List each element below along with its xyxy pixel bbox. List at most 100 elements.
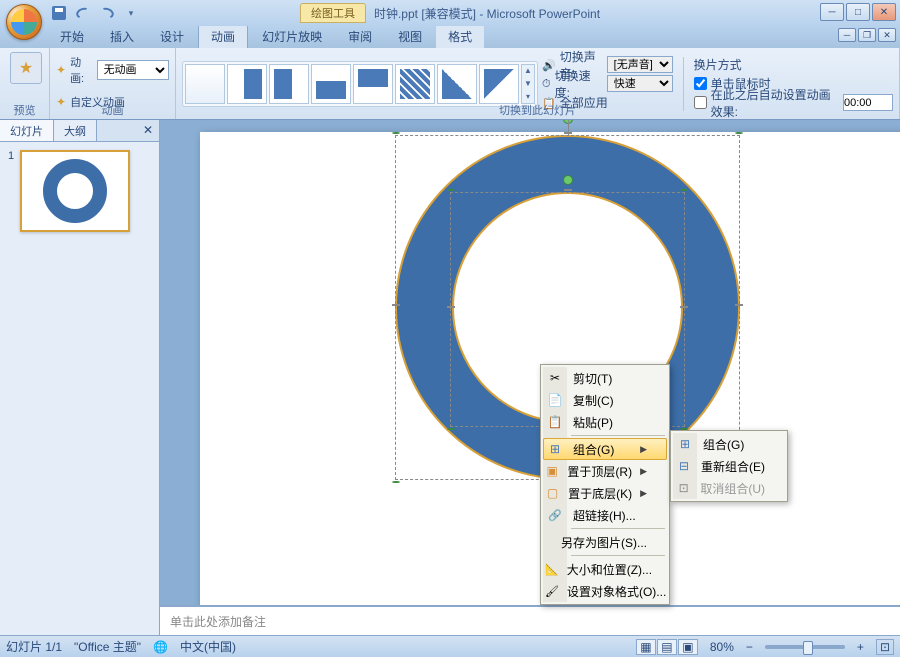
tab-insert[interactable]: 插入: [98, 25, 146, 48]
ctx-copy[interactable]: 复制(C): [543, 389, 667, 411]
resize-handle[interactable]: [735, 132, 743, 134]
resize-handle[interactable]: [564, 189, 572, 191]
advance-click-check[interactable]: [694, 75, 707, 92]
ctx-bring-front[interactable]: 置于顶层(R)▶: [543, 460, 667, 482]
close-button[interactable]: ✕: [872, 3, 896, 21]
submenu-group[interactable]: 组合(G): [673, 433, 785, 455]
copy-icon: [545, 390, 565, 410]
resize-handle[interactable]: [680, 189, 688, 191]
view-sorter[interactable]: ▤: [657, 639, 677, 655]
main-area: 幻灯片 大纲 ✕ 1: [0, 120, 900, 635]
preview-button[interactable]: ★: [6, 50, 46, 86]
resize-handle[interactable]: [735, 304, 743, 306]
maximize-button[interactable]: □: [846, 3, 870, 21]
ctx-group[interactable]: 组合(G)▶: [543, 438, 667, 460]
tab-outline[interactable]: 大纲: [54, 120, 97, 141]
blank-icon: [545, 532, 553, 552]
trans-item[interactable]: [437, 64, 477, 104]
tab-review[interactable]: 审阅: [336, 25, 384, 48]
zoom-in[interactable]: +: [857, 640, 864, 654]
resize-handle[interactable]: [392, 304, 400, 306]
save-icon: [52, 6, 66, 20]
thumbnail-list: 1: [0, 142, 159, 635]
ungroup-icon: [675, 478, 692, 498]
speed-select[interactable]: 快速: [607, 75, 673, 92]
qat-undo[interactable]: [72, 3, 94, 23]
tab-slides[interactable]: 幻灯片: [0, 120, 54, 141]
status-language: 中文(中国): [180, 638, 236, 655]
resize-handle[interactable]: [392, 481, 400, 483]
trans-item[interactable]: [479, 64, 519, 104]
view-show[interactable]: ▣: [678, 639, 698, 655]
slide-thumbnail[interactable]: 1: [8, 150, 151, 232]
side-tabs: 幻灯片 大纲 ✕: [0, 120, 159, 142]
thumb-number: 1: [8, 150, 14, 232]
ctx-size-pos[interactable]: 大小和位置(Z)...: [543, 558, 667, 580]
tab-design[interactable]: 设计: [148, 25, 196, 48]
doc-restore[interactable]: ❐: [858, 28, 876, 42]
office-button[interactable]: [6, 4, 42, 40]
trans-item[interactable]: [311, 64, 351, 104]
anim-icon: ✦: [56, 63, 66, 77]
tab-view[interactable]: 视图: [386, 25, 434, 48]
slide-canvas[interactable]: 剪切(T) 复制(C) 粘贴(P) 组合(G)▶ 置于顶层(R)▶ 置于底层(K…: [160, 120, 900, 635]
submenu-arrow-icon: ▶: [640, 444, 647, 455]
ctx-paste[interactable]: 粘贴(P): [543, 411, 667, 433]
zoom-fit[interactable]: ⊡: [876, 639, 894, 655]
submenu-arrow-icon: ▶: [640, 488, 647, 499]
resize-handle[interactable]: [392, 132, 400, 134]
format-icon: [545, 581, 559, 601]
trans-none[interactable]: [185, 64, 225, 104]
resize-handle[interactable]: [447, 306, 455, 308]
doc-close[interactable]: ✕: [878, 28, 896, 42]
ctx-cut[interactable]: 剪切(T): [543, 367, 667, 389]
tab-home[interactable]: 开始: [48, 25, 96, 48]
qat-redo[interactable]: [96, 3, 118, 23]
resize-handle[interactable]: [447, 189, 455, 191]
resize-handle[interactable]: [680, 306, 688, 308]
gallery-more[interactable]: ▲▼▾: [521, 64, 535, 104]
trans-item[interactable]: [269, 64, 309, 104]
view-normal[interactable]: ▦: [636, 639, 656, 655]
panel-close[interactable]: ✕: [137, 120, 159, 141]
group-animation: ✦ 动画: 无动画 ✦ 自定义动画 动画: [50, 48, 176, 119]
group-submenu: 组合(G) 重新组合(E) 取消组合(U): [670, 430, 788, 502]
tab-format[interactable]: 格式: [436, 25, 484, 48]
context-menu: 剪切(T) 复制(C) 粘贴(P) 组合(G)▶ 置于顶层(R)▶ 置于底层(K…: [540, 364, 670, 605]
notes-pane[interactable]: 单击此处添加备注: [160, 605, 900, 635]
ribbon: ★ 预览 ✦ 动画: 无动画 ✦ 自定义动画 动画: [0, 48, 900, 120]
zoom-label: 80%: [710, 640, 734, 654]
sound-select[interactable]: [无声音]: [607, 56, 673, 73]
ctx-format-obj[interactable]: 设置对象格式(O)...: [543, 580, 667, 602]
doc-minimize[interactable]: ─: [838, 28, 856, 42]
advance-title: 换片方式: [694, 56, 893, 74]
submenu-regroup[interactable]: 重新组合(E): [673, 455, 785, 477]
ctx-save-as-pic[interactable]: 另存为图片(S)...: [543, 531, 667, 553]
preview-icon: ★: [19, 58, 33, 78]
submenu-ungroup[interactable]: 取消组合(U): [673, 477, 785, 499]
rotate-handle[interactable]: [563, 175, 573, 185]
trans-item[interactable]: [227, 64, 267, 104]
status-lang-icon: 🌐: [153, 640, 168, 654]
group-icon: [545, 439, 565, 459]
tab-animation[interactable]: 动画: [198, 24, 248, 48]
qat-save[interactable]: [48, 3, 70, 23]
transition-gallery[interactable]: ▲▼▾: [182, 61, 538, 107]
ctx-hyperlink[interactable]: 超链接(H)...: [543, 504, 667, 526]
slide-panel: 幻灯片 大纲 ✕ 1: [0, 120, 160, 635]
title-center: 绘图工具 时钟.ppt [兼容模式] - Microsoft PowerPoin…: [300, 3, 600, 23]
redo-icon: [99, 6, 116, 20]
zoom-slider[interactable]: [765, 645, 845, 649]
trans-item[interactable]: [395, 64, 435, 104]
zoom-out[interactable]: −: [746, 640, 753, 654]
thumb-shape: [43, 159, 107, 223]
qat-more[interactable]: ▾: [120, 3, 142, 23]
anim-dropdown[interactable]: 无动画: [97, 60, 169, 80]
resize-handle[interactable]: [447, 428, 455, 430]
minimize-button[interactable]: ─: [820, 3, 844, 21]
trans-item[interactable]: [353, 64, 393, 104]
resize-handle[interactable]: [564, 132, 572, 134]
tab-slideshow[interactable]: 幻灯片放映: [250, 25, 334, 48]
group-preview: ★ 预览: [0, 48, 50, 119]
ctx-send-back[interactable]: 置于底层(K)▶: [543, 482, 667, 504]
